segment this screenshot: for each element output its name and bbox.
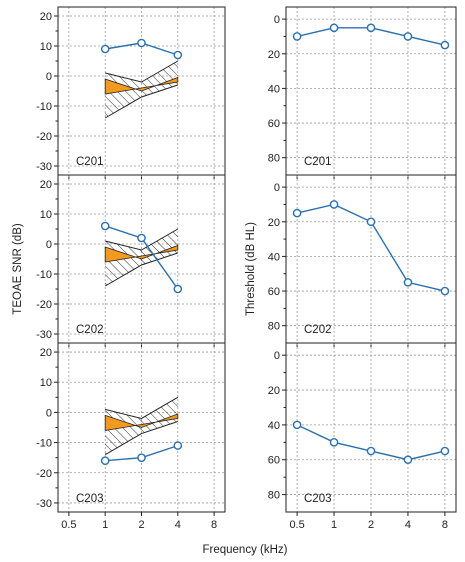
data-point — [403, 32, 413, 41]
y-tick-label: 10 — [40, 41, 52, 53]
y-tick-label: 80 — [268, 321, 280, 333]
data-point — [292, 420, 302, 430]
data-point — [366, 217, 376, 227]
y-tick-label: 60 — [268, 286, 280, 298]
panel-left-c201: 20 10 0 -10 -20 -30 C201 — [36, 6, 226, 179]
noise-floor-region — [104, 76, 179, 95]
x-tick-label: 2 — [368, 519, 374, 531]
right-y-axis-title: Threshold (dB HL) — [245, 222, 257, 316]
y-tick-label: 20 — [268, 385, 280, 397]
panel-right-c201: 0 20 40 60 80 C201 — [268, 6, 457, 179]
panel-left-c203: 20 10 0 -10 -20 -30 0.5 1 2 4 8 C203 — [36, 342, 226, 531]
panel-label: C203 — [304, 493, 332, 505]
panel-label: C202 — [304, 324, 332, 336]
noise-floor-region — [104, 413, 179, 431]
y-tick-label: -20 — [36, 299, 52, 311]
norm-upper-boundary — [105, 228, 179, 251]
y-tick-label: 40 — [268, 251, 280, 263]
panel-right-c203: 0 20 40 60 80 0.5 1 2 4 8 C203 — [268, 342, 457, 531]
data-point — [137, 233, 146, 243]
panel-label: C201 — [76, 156, 104, 168]
data-point — [329, 200, 339, 209]
y-tick-label: 10 — [40, 377, 52, 389]
data-point — [403, 455, 413, 465]
y-tick-label: -10 — [36, 269, 52, 281]
panel-label: C201 — [304, 156, 332, 168]
data-point — [440, 40, 450, 50]
data-point — [173, 441, 183, 450]
y-tick-label: -30 — [36, 329, 52, 341]
data-point — [403, 278, 413, 287]
noise-floor-region — [104, 244, 179, 263]
x-tick-label: 1 — [331, 519, 337, 531]
x-tick-label: 4 — [405, 519, 411, 531]
data-point — [100, 456, 110, 465]
y-tick-label: 0 — [274, 350, 280, 362]
data-point — [100, 221, 110, 231]
y-tick-label: 60 — [268, 118, 280, 130]
data-point — [292, 32, 302, 41]
y-tick-label: 0 — [46, 71, 52, 83]
y-tick-label: -10 — [36, 438, 52, 450]
x-tick-label: 2 — [138, 519, 144, 531]
panel-label: C203 — [76, 493, 104, 505]
y-tick-label: 20 — [40, 11, 52, 23]
norm-lower-boundary — [104, 252, 178, 287]
x-tick-label: 4 — [175, 519, 181, 531]
data-point — [137, 453, 146, 462]
x-tick-label: 0.5 — [61, 519, 76, 531]
y-tick-label: 80 — [268, 490, 280, 502]
y-tick-label: -20 — [36, 131, 52, 143]
data-point — [173, 284, 183, 294]
x-tick-label: 0.5 — [289, 519, 304, 531]
x-tick-label: 8 — [211, 519, 217, 531]
data-point — [100, 44, 110, 54]
y-tick-label: 0 — [46, 239, 52, 251]
panel-left-c202: 20 10 0 -10 -20 -30 C202 — [36, 174, 226, 347]
y-tick-label: 20 — [268, 49, 280, 61]
norm-lower-boundary — [104, 84, 178, 119]
y-tick-label: -20 — [36, 468, 52, 480]
y-tick-label: 20 — [40, 179, 52, 191]
norm-lower-boundary — [104, 420, 178, 456]
y-tick-label: 0 — [274, 14, 280, 26]
y-tick-label: 10 — [40, 209, 52, 221]
data-point — [366, 23, 376, 33]
y-tick-label: 40 — [268, 420, 280, 432]
x-tick-label: 1 — [102, 519, 108, 531]
data-point — [173, 50, 183, 60]
data-point — [440, 446, 450, 456]
y-tick-label: 40 — [268, 83, 280, 95]
y-tick-label: -30 — [36, 161, 52, 173]
y-tick-label: -10 — [36, 101, 52, 113]
norm-upper-boundary — [105, 396, 179, 419]
y-tick-label: 60 — [268, 455, 280, 467]
data-point — [329, 438, 339, 447]
data-point — [366, 446, 376, 456]
panel-right-c202: 0 20 40 60 80 C202 — [268, 174, 457, 347]
x-tick-label: 8 — [442, 519, 448, 531]
y-tick-label: 20 — [40, 347, 52, 359]
data-point — [329, 23, 339, 33]
data-point — [440, 286, 450, 296]
data-point — [292, 208, 302, 218]
norm-upper-boundary — [105, 60, 179, 83]
panel-label: C202 — [76, 324, 104, 336]
y-tick-label: 0 — [274, 182, 280, 194]
x-axis-title: Frequency (kHz) — [203, 544, 288, 556]
y-tick-label: -30 — [36, 498, 52, 510]
y-tick-label: 80 — [268, 153, 280, 165]
y-tick-label: 20 — [268, 217, 280, 229]
left-y-axis-title: TEOAE SNR (dB) — [12, 223, 24, 315]
y-tick-label: 0 — [46, 407, 52, 419]
data-point — [137, 38, 146, 48]
